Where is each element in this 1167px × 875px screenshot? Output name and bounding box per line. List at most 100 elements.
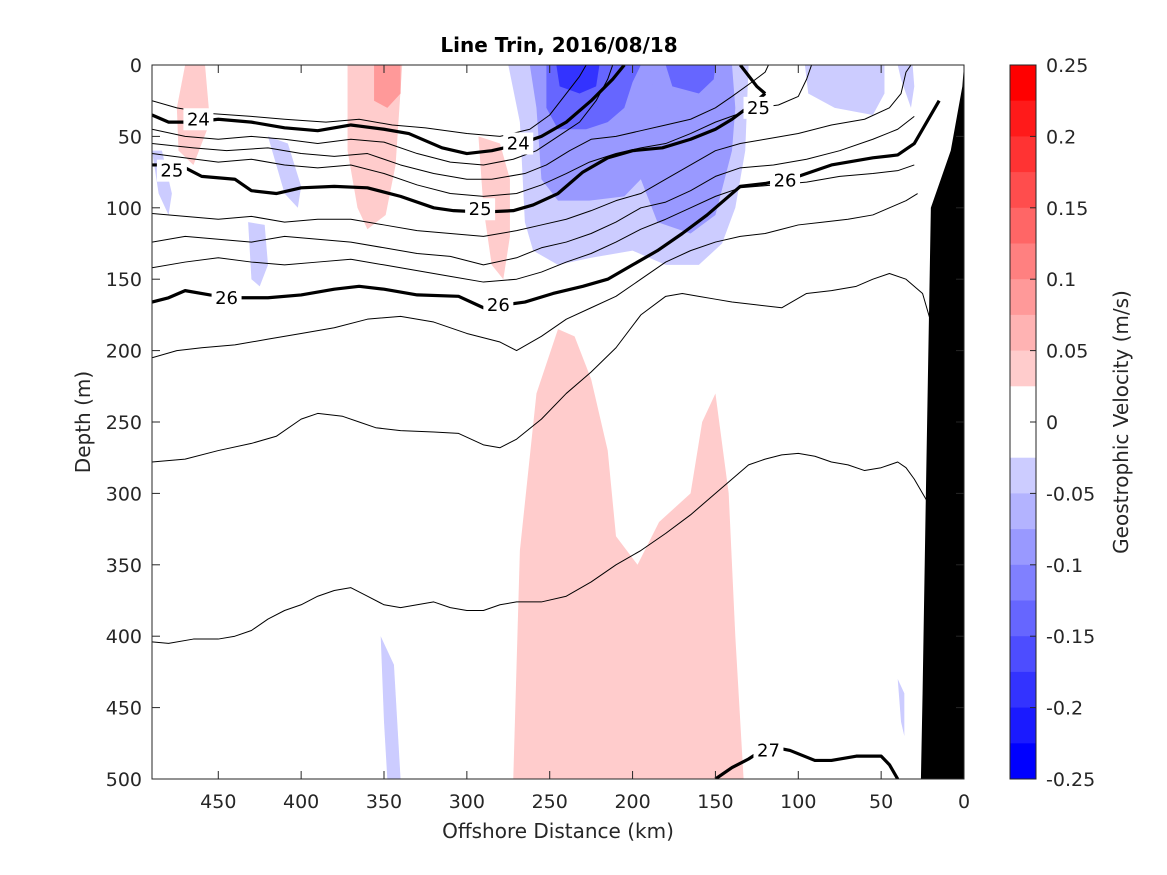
density-contour-24-0 [152, 65, 626, 156]
velocity-region-1 [562, 607, 613, 779]
y-tick-label-8: 400 [106, 626, 142, 648]
colorbar: 0.25 0.2 0.15 0.1 0.05 0 -0.05 -0.1 -0.15 -0.2 -0.… [1009, 55, 1133, 791]
y-tick-label-7: 350 [106, 555, 142, 577]
colorbar-cell-4 [1010, 207, 1036, 244]
y-tick-label-1: 50 [118, 126, 142, 148]
colorbar-tick-label-1: 0.2 [1046, 126, 1076, 148]
velocity-region-14 [897, 65, 915, 108]
colorbar-tick-label-7: -0.1 [1046, 555, 1083, 577]
density-contour-minor-12 [152, 193, 918, 359]
y-tick-label-10: 500 [106, 769, 142, 791]
x-tick-label-0: 450 [200, 791, 236, 813]
contour-label-5: 26 [215, 288, 238, 309]
colorbar-ticks: 0.25 0.2 0.15 0.1 0.05 0 -0.05 -0.1 -0.15 -0.2 -0.… [1030, 55, 1095, 791]
colorbar-cell-3 [1010, 172, 1036, 209]
colorbar-cell-11 [1010, 457, 1036, 494]
seafloor-shape [920, 65, 964, 779]
x-tick-label-1: 400 [283, 791, 319, 813]
contour-label-7: 26 [774, 171, 797, 192]
contour-label-bg-7 [770, 169, 801, 192]
colorbar-tick-label-4: 0.05 [1046, 341, 1088, 363]
contour-label-bg-1 [503, 132, 534, 155]
velocity-region-5 [374, 65, 401, 108]
chart-title: Line Trin, 2016/08/18 [440, 33, 677, 57]
colorbar-tick-label-8: -0.15 [1046, 626, 1095, 648]
colorbar-cell-16 [1010, 636, 1036, 673]
colorbar-cells [1010, 65, 1036, 780]
x-tick-label-4: 250 [532, 791, 568, 813]
x-axis-ticks: 450 400 350 300 250 200 150 100 50 0 [200, 65, 970, 813]
contour-label-1: 24 [507, 134, 530, 155]
colorbar-label: Geostrophic Velocity (m/s) [1109, 290, 1133, 554]
contour-label-bg-4 [743, 96, 774, 119]
velocity-region-12 [665, 65, 716, 94]
y-tick-label-4: 200 [106, 341, 142, 363]
contour-label-6: 26 [487, 295, 510, 316]
colorbar-cell-0 [1010, 65, 1036, 102]
colorbar-cell-18 [1010, 707, 1036, 744]
density-contour-minor-5 [152, 65, 587, 137]
contour-label-bg-8 [753, 739, 784, 762]
contour-label-bg-3 [465, 198, 496, 221]
colorbar-tick-label-10: -0.25 [1046, 769, 1095, 791]
velocity-region-2 [682, 593, 724, 779]
colorbar-tick-label-2: 0.15 [1046, 198, 1088, 220]
colorbar-cell-7 [1010, 314, 1036, 352]
colorbar-cell-6 [1010, 279, 1036, 316]
colorbar-tick-label-9: -0.2 [1046, 698, 1083, 720]
velocity-region-19 [897, 679, 905, 737]
colorbar-cell-14 [1010, 564, 1036, 601]
density-contour-27-4 [714, 744, 900, 779]
density-contour-26-3 [152, 99, 941, 310]
y-axis-label: Depth (m) [71, 371, 95, 473]
contour-label-4: 25 [747, 98, 770, 119]
colorbar-cell-8 [1010, 350, 1036, 387]
y-axis-ticks: 0 50 100 150 200 250 300 350 400 450 500 [106, 55, 964, 791]
density-contour-minor-13 [152, 272, 932, 463]
y-tick-label-2: 100 [106, 198, 142, 220]
density-contour-minor-10 [152, 116, 915, 266]
x-tick-label-7: 100 [780, 791, 816, 813]
x-axis-label: Offshore Distance (km) [442, 819, 674, 843]
y-tick-label-6: 300 [106, 483, 142, 505]
colorbar-cell-17 [1010, 671, 1036, 709]
colorbar-cell-2 [1010, 136, 1036, 173]
x-tick-label-3: 300 [449, 791, 485, 813]
colorbar-tick-label-5: 0 [1046, 412, 1058, 434]
colorbar-cell-19 [1010, 743, 1036, 780]
colorbar-cell-1 [1010, 100, 1036, 137]
colorbar-cell-15 [1010, 600, 1036, 637]
contour-label-bg-2 [156, 159, 187, 182]
density-contour-minor-14 [152, 452, 935, 644]
velocity-region-17 [248, 222, 268, 287]
density-contour-minor-6 [152, 65, 614, 166]
density-contour-minor-7 [152, 65, 769, 180]
x-tick-label-9: 0 [958, 791, 970, 813]
y-tick-label-3: 150 [106, 269, 142, 291]
plot-area: 24 24 25 25 25 26 26 26 27 450 400 350 300 250 200 150… [106, 55, 970, 813]
velocity-region-18 [380, 636, 401, 779]
contour-label-0: 24 [187, 109, 210, 130]
bathymetry [920, 65, 964, 779]
contour-label-bg-0 [183, 108, 214, 131]
x-tick-label-2: 350 [366, 791, 402, 813]
colorbar-tick-label-6: -0.05 [1046, 483, 1095, 505]
y-tick-label-0: 0 [130, 55, 142, 77]
y-tick-label-9: 450 [106, 698, 142, 720]
colorbar-cell-13 [1010, 529, 1036, 566]
contour-label-8: 27 [757, 740, 780, 761]
density-contours [152, 65, 941, 779]
x-tick-label-6: 150 [697, 791, 733, 813]
density-contour-25-2 [739, 65, 767, 95]
x-tick-label-8: 50 [869, 791, 893, 813]
density-contour-minor-9 [152, 65, 912, 237]
contour-label-bg-6 [483, 293, 514, 316]
contour-label-bg-5 [211, 286, 242, 309]
y-tick-label-5: 250 [106, 412, 142, 434]
velocity-region-0 [513, 329, 744, 779]
colorbar-cell-5 [1010, 243, 1036, 280]
x-tick-label-5: 200 [614, 791, 650, 813]
colorbar-cell-12 [1010, 493, 1036, 530]
colorbar-cell-9 [1010, 386, 1036, 423]
